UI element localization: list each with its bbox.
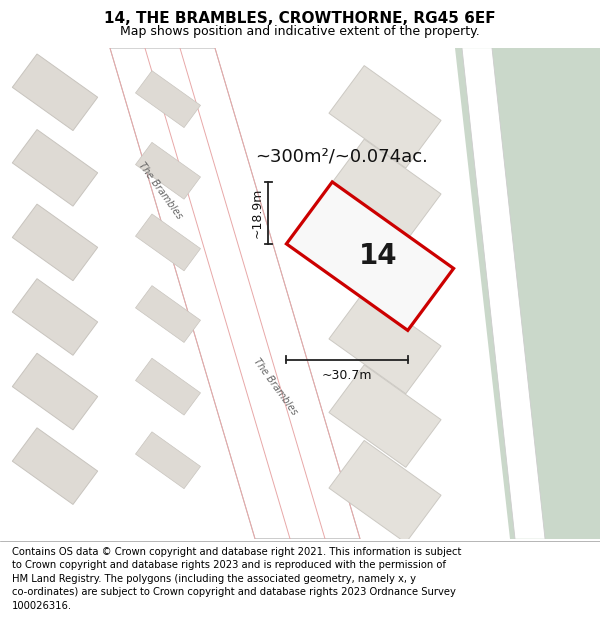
Polygon shape [329,291,441,394]
Polygon shape [462,48,545,539]
Polygon shape [13,279,98,355]
Polygon shape [136,286,200,342]
Polygon shape [329,441,441,543]
Text: ~300m²/~0.074ac.: ~300m²/~0.074ac. [255,147,428,165]
Polygon shape [329,215,441,317]
Polygon shape [455,48,600,539]
Polygon shape [13,129,98,206]
Polygon shape [329,365,441,468]
Polygon shape [13,204,98,281]
Text: Map shows position and indicative extent of the property.: Map shows position and indicative extent… [120,24,480,38]
Polygon shape [13,353,98,430]
Polygon shape [329,139,441,242]
Polygon shape [136,432,200,489]
Text: The Brambles: The Brambles [251,356,299,417]
Polygon shape [136,214,200,271]
Text: ~30.7m: ~30.7m [322,369,373,382]
Text: 14, THE BRAMBLES, CROWTHORNE, RG45 6EF: 14, THE BRAMBLES, CROWTHORNE, RG45 6EF [104,11,496,26]
Text: The Brambles: The Brambles [136,160,184,221]
Polygon shape [329,66,441,168]
Polygon shape [110,48,360,539]
Text: 14: 14 [359,242,397,270]
Polygon shape [13,54,98,131]
Text: Contains OS data © Crown copyright and database right 2021. This information is : Contains OS data © Crown copyright and d… [12,546,461,611]
Polygon shape [136,71,200,128]
Polygon shape [13,428,98,504]
Polygon shape [286,182,454,331]
Polygon shape [136,142,200,199]
Polygon shape [136,358,200,415]
Text: ~18.9m: ~18.9m [251,188,264,238]
